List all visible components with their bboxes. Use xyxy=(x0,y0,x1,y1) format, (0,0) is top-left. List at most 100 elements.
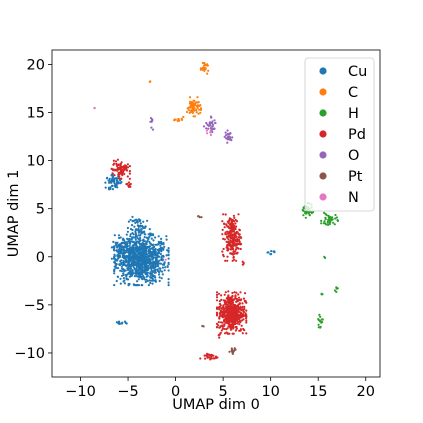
data-point xyxy=(320,318,323,321)
data-point xyxy=(230,318,233,321)
data-point xyxy=(119,244,122,247)
data-point xyxy=(137,267,140,270)
data-point xyxy=(235,243,238,246)
data-point xyxy=(167,257,170,260)
data-point xyxy=(138,264,141,267)
data-point xyxy=(233,224,236,227)
data-point xyxy=(192,99,195,102)
data-point xyxy=(128,282,131,286)
data-point xyxy=(146,274,149,277)
data-point xyxy=(138,276,141,279)
data-point xyxy=(219,312,222,316)
data-point xyxy=(218,336,221,339)
data-point xyxy=(192,107,195,110)
data-point xyxy=(231,295,234,298)
data-point xyxy=(333,289,337,292)
data-point xyxy=(225,307,228,311)
data-point xyxy=(231,291,234,295)
data-point xyxy=(117,234,121,237)
data-point xyxy=(190,101,193,104)
data-point xyxy=(108,177,111,180)
data-point xyxy=(222,247,225,251)
data-point xyxy=(234,295,237,298)
data-point xyxy=(133,225,136,228)
data-point xyxy=(158,267,161,270)
data-point xyxy=(317,326,320,329)
data-point xyxy=(230,347,233,350)
data-point xyxy=(154,250,157,253)
data-point xyxy=(204,67,207,70)
legend-entry-H: H xyxy=(319,106,359,122)
data-point xyxy=(226,141,229,144)
data-point xyxy=(235,308,238,311)
data-point xyxy=(215,299,219,302)
data-point xyxy=(237,296,241,299)
series-Pt xyxy=(197,215,237,355)
data-point xyxy=(231,225,234,228)
data-point xyxy=(180,117,183,120)
legend-entry-C: C xyxy=(319,85,358,101)
data-point xyxy=(124,259,128,262)
data-point xyxy=(151,282,154,285)
data-point xyxy=(149,272,152,275)
data-point xyxy=(146,271,149,274)
data-point xyxy=(93,107,96,110)
data-point xyxy=(236,237,239,240)
data-point xyxy=(125,245,128,249)
data-point xyxy=(229,132,232,135)
data-point xyxy=(136,237,139,240)
data-point xyxy=(205,64,208,67)
data-point xyxy=(123,249,126,252)
data-point xyxy=(227,248,230,251)
data-point xyxy=(233,347,236,350)
data-point xyxy=(160,240,163,243)
data-point xyxy=(117,163,120,166)
data-point xyxy=(237,310,240,313)
data-point xyxy=(326,223,330,226)
data-point xyxy=(239,316,242,319)
data-point xyxy=(235,300,238,303)
data-point xyxy=(221,228,224,231)
data-point xyxy=(324,256,327,259)
data-point xyxy=(154,268,157,271)
legend-marker xyxy=(319,193,327,201)
data-point xyxy=(111,188,114,191)
data-point xyxy=(228,241,231,244)
data-point xyxy=(317,323,320,326)
data-point xyxy=(125,251,128,254)
data-point xyxy=(111,184,114,187)
data-point xyxy=(304,216,307,219)
data-point xyxy=(124,269,127,272)
data-point xyxy=(215,293,219,296)
data-point xyxy=(136,259,139,262)
data-point xyxy=(115,185,118,188)
y-axis-label: UMAP dim 1 xyxy=(6,170,22,258)
x-tick-label: 5 xyxy=(219,384,228,400)
data-point xyxy=(147,257,151,260)
data-point xyxy=(115,321,118,324)
data-point xyxy=(234,232,237,235)
data-point xyxy=(154,253,157,256)
data-point xyxy=(228,311,231,315)
data-point xyxy=(134,234,137,237)
data-point xyxy=(164,266,167,269)
data-point xyxy=(129,263,132,266)
data-point xyxy=(229,226,232,229)
data-point xyxy=(104,181,107,184)
data-point xyxy=(240,324,243,327)
data-point xyxy=(223,222,226,225)
data-point xyxy=(149,275,152,278)
data-point xyxy=(120,177,123,180)
data-point xyxy=(134,238,137,241)
data-point xyxy=(126,175,129,178)
data-point xyxy=(110,180,113,183)
data-point xyxy=(326,220,329,223)
data-point xyxy=(319,325,322,328)
data-point xyxy=(243,305,246,308)
data-point xyxy=(160,277,163,280)
data-point xyxy=(137,275,140,278)
data-point xyxy=(142,226,145,230)
data-point xyxy=(223,135,226,138)
data-point xyxy=(223,238,226,241)
data-point xyxy=(150,267,153,270)
